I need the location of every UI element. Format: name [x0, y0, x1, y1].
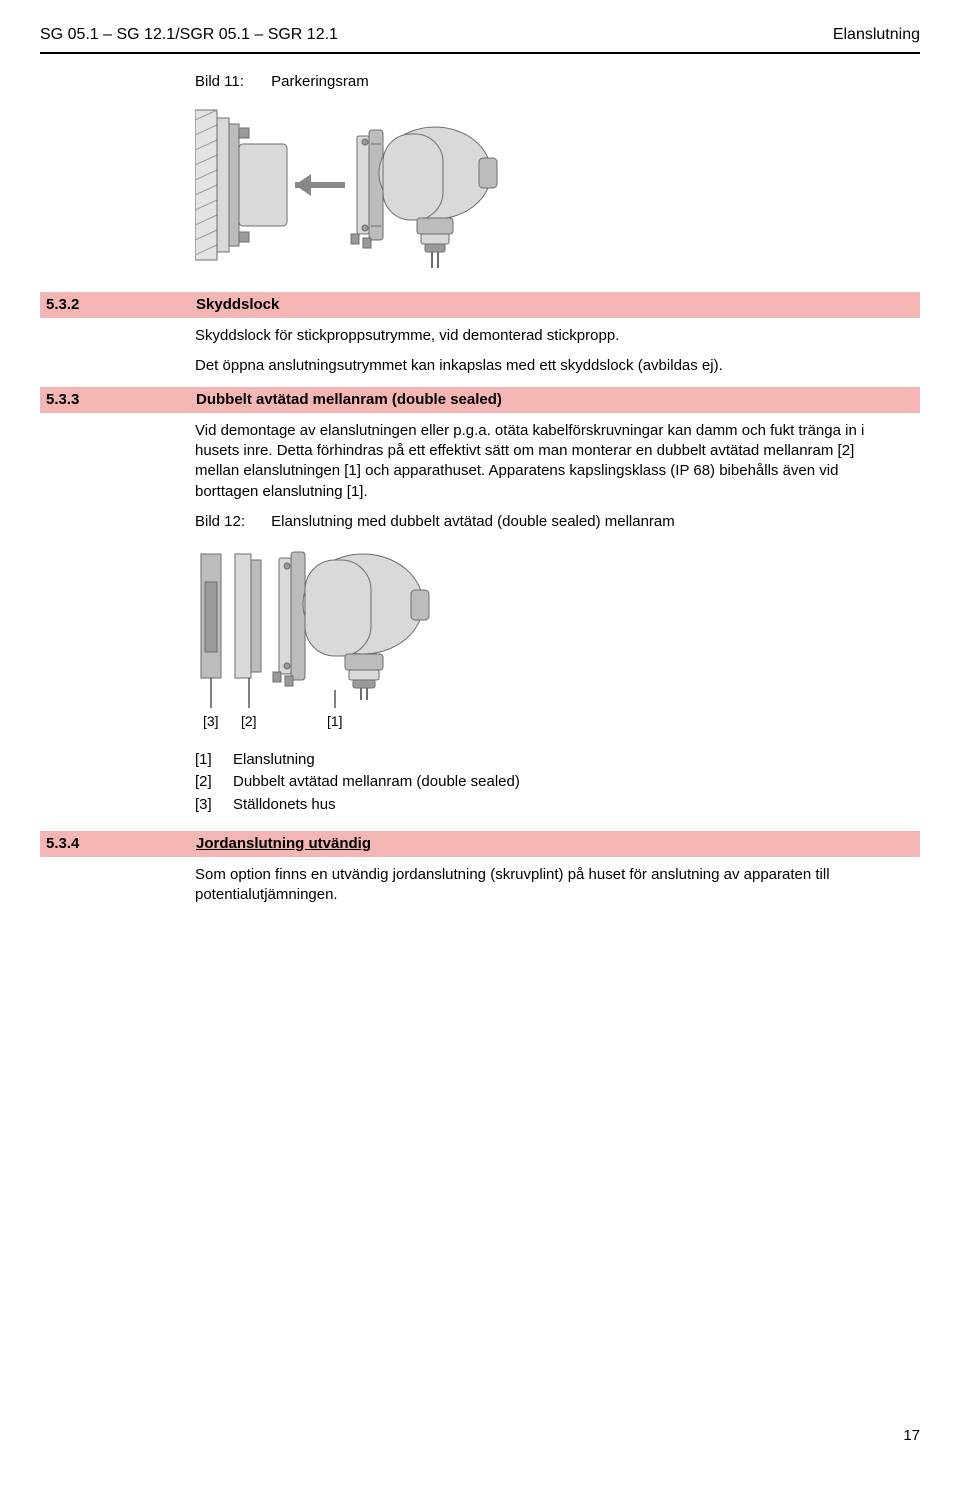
section-5-3-2-body: Skyddslock för stickproppsutrymme, vid d… — [195, 326, 900, 377]
header-right-text: Elanslutning — [833, 24, 920, 46]
figure-11-prefix: Bild 11: — [195, 72, 267, 92]
page-header: SG 05.1 – SG 12.1/SGR 05.1 – SGR 12.1 El… — [40, 24, 920, 46]
figure-11-label: Bild 11: Parkeringsram — [195, 72, 900, 92]
legend-key: [2] — [195, 772, 233, 792]
section-5-3-4-num: 5.3.4 — [46, 834, 196, 854]
figure-12-legend: [1] Elanslutning [2] Dubbelt avtätad mel… — [195, 750, 900, 815]
legend-text: Ställdonets hus — [233, 795, 336, 815]
section-5-3-2-p1: Skyddslock för stickproppsutrymme, vid d… — [195, 326, 900, 346]
legend-text: Dubbelt avtätad mellanram (double sealed… — [233, 772, 520, 792]
page-number: 17 — [40, 1426, 920, 1446]
header-rule — [40, 52, 920, 54]
figure-12-text: Elanslutning med dubbelt avtätad (double… — [271, 513, 675, 530]
figure-12-prefix: Bild 12: — [195, 512, 267, 532]
callout-1: [1] — [327, 713, 343, 729]
section-5-3-2-p2: Det öppna anslutningsutrymmet kan inkaps… — [195, 356, 900, 376]
section-5-3-2-title: Skyddslock — [196, 295, 279, 315]
section-5-3-3-p1: Vid demontage av elanslutningen eller p.… — [195, 421, 900, 502]
legend-row: [3] Ställdonets hus — [195, 795, 900, 815]
legend-text: Elanslutning — [233, 750, 315, 770]
section-5-3-4-p1: Som option finns en utvändig jordanslutn… — [195, 865, 900, 906]
legend-key: [1] — [195, 750, 233, 770]
parking-frame-illustration — [195, 100, 505, 270]
legend-row: [2] Dubbelt avtätad mellanram (double se… — [195, 772, 900, 792]
section-5-3-3-num: 5.3.3 — [46, 390, 196, 410]
callout-3: [3] — [203, 713, 219, 729]
header-left-text: SG 05.1 – SG 12.1/SGR 05.1 – SGR 12.1 — [40, 24, 338, 46]
section-5-3-3-bar: 5.3.3 Dubbelt avtätad mellanram (double … — [40, 387, 920, 413]
callout-2: [2] — [241, 713, 257, 729]
section-5-3-4-body: Som option finns en utvändig jordanslutn… — [195, 865, 900, 906]
figure-12-image: [3] [2] [1] — [195, 540, 505, 740]
figure-11-text: Parkeringsram — [271, 73, 369, 90]
figure-11-image — [195, 100, 505, 270]
section-5-3-4-title: Jordanslutning utvändig — [196, 834, 371, 854]
double-sealed-illustration: [3] [2] [1] — [195, 540, 505, 740]
section-5-3-4-bar: 5.3.4 Jordanslutning utvändig — [40, 831, 920, 857]
figure-12-label: Bild 12: Elanslutning med dubbelt avtäta… — [195, 512, 900, 532]
legend-key: [3] — [195, 795, 233, 815]
figure-11-block: Bild 11: Parkeringsram — [195, 72, 900, 270]
legend-row: [1] Elanslutning — [195, 750, 900, 770]
section-5-3-3-body: Vid demontage av elanslutningen eller p.… — [195, 421, 900, 815]
section-5-3-3-title: Dubbelt avtätad mellanram (double sealed… — [196, 390, 502, 410]
section-5-3-2-num: 5.3.2 — [46, 295, 196, 315]
section-5-3-2-bar: 5.3.2 Skyddslock — [40, 292, 920, 318]
